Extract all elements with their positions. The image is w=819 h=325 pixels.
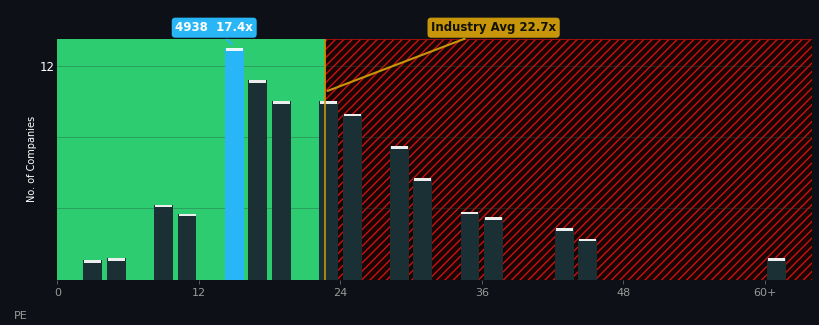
Bar (106, 258, 125, 280)
Bar (84, 260, 101, 263)
Bar (108, 258, 124, 261)
Bar (319, 101, 337, 280)
Bar (155, 205, 172, 207)
Bar (319, 101, 337, 104)
Bar (273, 101, 289, 104)
Bar (554, 228, 573, 280)
Bar (413, 178, 432, 280)
Bar (84, 260, 102, 280)
Bar (483, 217, 502, 280)
Bar (324, 39, 811, 280)
Bar (224, 48, 243, 280)
Bar (248, 80, 267, 280)
Bar (391, 146, 407, 149)
Bar (485, 217, 501, 220)
Bar (577, 239, 596, 280)
Bar (767, 258, 784, 261)
Bar (555, 228, 572, 230)
Bar (343, 114, 360, 116)
Bar (272, 101, 291, 280)
Bar (461, 212, 477, 214)
Bar (154, 205, 173, 280)
Bar (579, 239, 595, 241)
Text: 4938  17.4x: 4938 17.4x (175, 21, 253, 44)
Bar (225, 48, 242, 51)
Bar (342, 114, 361, 280)
Bar (766, 258, 785, 280)
Bar (414, 178, 431, 181)
Bar (249, 80, 266, 83)
Text: PE: PE (13, 311, 27, 321)
Bar (178, 214, 197, 280)
Bar (57, 39, 324, 280)
Bar (460, 212, 479, 280)
Y-axis label: No. of Companies: No. of Companies (27, 116, 37, 202)
Bar (324, 39, 811, 280)
Bar (389, 146, 408, 280)
Bar (179, 214, 195, 216)
Text: Industry Avg 22.7x: Industry Avg 22.7x (327, 21, 555, 91)
